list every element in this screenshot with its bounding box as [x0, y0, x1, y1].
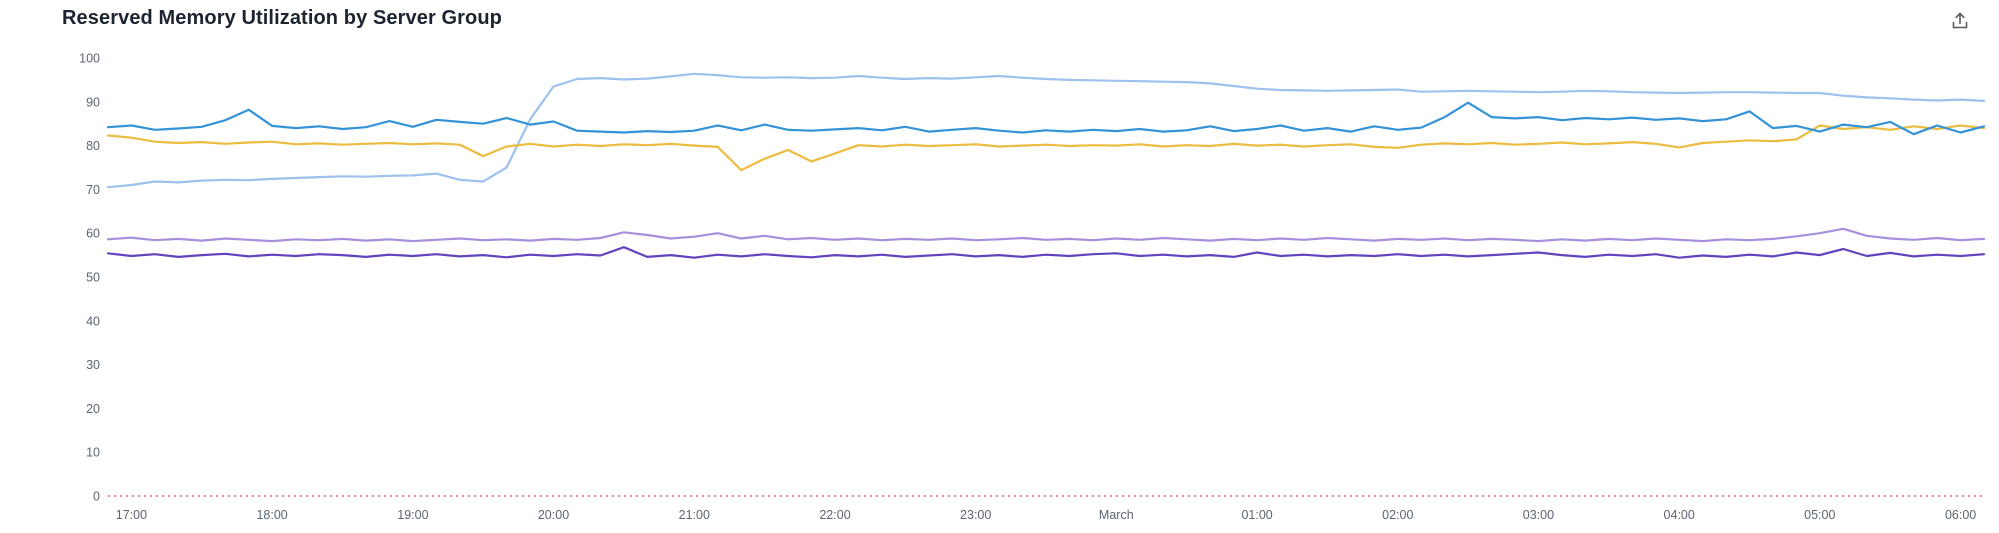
y-axis-tick-label: 0	[93, 490, 100, 504]
x-axis-tick-label: 01:00	[1241, 508, 1272, 522]
y-axis-tick-label: 80	[86, 139, 100, 153]
x-axis-tick-label: 05:00	[1804, 508, 1835, 522]
x-axis-tick-label: 04:00	[1664, 508, 1695, 522]
y-axis-tick-label: 40	[86, 314, 100, 328]
y-axis-tick-label: 30	[86, 358, 100, 372]
x-axis-tick-label: March	[1099, 508, 1134, 522]
series-line-blue	[106, 101, 1986, 136]
x-axis-tick-label: 18:00	[256, 508, 287, 522]
x-axis-tick-label: 17:00	[116, 508, 147, 522]
export-icon	[1950, 11, 1970, 31]
y-axis-tick-label: 20	[86, 402, 100, 416]
x-axis-tick-label: 22:00	[819, 508, 850, 522]
y-axis-tick-label: 70	[86, 183, 100, 197]
x-axis-tick-label: 19:00	[397, 508, 428, 522]
x-axis-tick-label: 20:00	[538, 508, 569, 522]
series-line-dark-purple	[106, 246, 1986, 259]
widget-header: Reserved Memory Utilization by Server Gr…	[0, 0, 1999, 42]
series-line-light-purple	[106, 227, 1986, 243]
chart-title: Reserved Memory Utilization by Server Gr…	[62, 7, 502, 29]
y-axis-tick-label: 60	[86, 227, 100, 241]
x-axis-tick-label: 21:00	[679, 508, 710, 522]
x-axis-tick-label: 23:00	[960, 508, 991, 522]
export-button[interactable]	[1947, 8, 1973, 34]
y-axis-tick-label: 50	[86, 271, 100, 285]
y-axis-tick-label: 10	[86, 446, 100, 460]
series-line-light-blue	[106, 72, 1986, 189]
series-line-gold	[106, 124, 1986, 172]
x-axis-tick-label: 06:00	[1945, 508, 1976, 522]
y-axis-tick-label: 100	[79, 52, 100, 66]
x-axis-tick-label: 02:00	[1382, 508, 1413, 522]
x-axis-tick-label: 03:00	[1523, 508, 1554, 522]
y-axis-tick-label: 90	[86, 95, 100, 109]
